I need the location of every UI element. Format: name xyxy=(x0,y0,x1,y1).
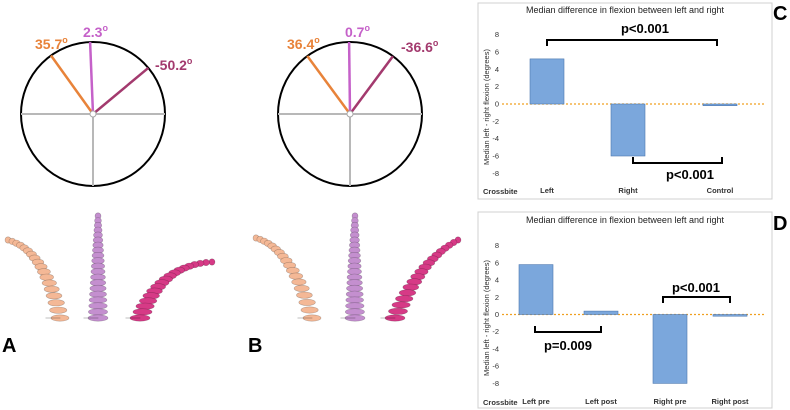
category-label: Left xyxy=(540,186,554,195)
y-tick-label: 0 xyxy=(495,310,499,319)
center-angle-label: 2.3o xyxy=(83,23,108,40)
x-axis-label: Crossbite xyxy=(483,398,518,407)
category-label: Left pre xyxy=(522,397,550,406)
dial-center-dot xyxy=(89,110,97,118)
y-tick-label: -2 xyxy=(492,117,499,126)
y-axis-label: Median left - right flexion (degrees) xyxy=(482,260,491,376)
p-value-annotation-top: p<0.001 xyxy=(621,21,669,36)
bar xyxy=(610,103,646,157)
right-angle-ray xyxy=(92,66,150,115)
y-tick-label: 4 xyxy=(495,65,499,74)
p-value-annotation-left: p=0.009 xyxy=(544,338,592,353)
dial-center-dot xyxy=(346,110,354,118)
center-angle-ray xyxy=(347,41,352,115)
y-tick-label: -2 xyxy=(492,327,499,336)
significance-bracket-bottom xyxy=(632,157,723,164)
chart-c: Median difference in flexion between lef… xyxy=(477,2,787,200)
bar xyxy=(712,314,748,317)
left-angle-label: 36.4o xyxy=(287,35,320,52)
spine-right-a xyxy=(125,258,216,322)
spine-right-b xyxy=(380,236,462,322)
y-axis-label: Median left - right flexion (degrees) xyxy=(482,49,491,165)
chart-title: Median difference in flexion between lef… xyxy=(526,5,724,15)
x-axis-label: Crossbite xyxy=(483,187,518,196)
category-label: Control xyxy=(707,186,734,195)
y-tick-label: 2 xyxy=(495,82,499,91)
bar xyxy=(702,103,738,107)
spine-center-a xyxy=(83,212,109,322)
p-value-annotation-bottom: p<0.001 xyxy=(666,167,714,182)
category-label: Right pre xyxy=(654,397,687,406)
chart-frame xyxy=(477,2,773,200)
bar xyxy=(583,310,619,315)
spine-illustrations xyxy=(4,212,462,322)
panel-label-c: C xyxy=(773,3,787,25)
y-tick-label: -4 xyxy=(492,134,499,143)
y-tick-label: -8 xyxy=(492,379,499,388)
y-tick-label: -8 xyxy=(492,169,499,178)
p-value-annotation-right: p<0.001 xyxy=(672,280,720,295)
spine-center-b xyxy=(340,212,366,322)
category-label: Left post xyxy=(585,397,617,406)
left-angle-label: 35.7o xyxy=(35,35,68,52)
significance-bracket-left xyxy=(534,326,602,333)
bar xyxy=(529,58,565,105)
left-angle-ray xyxy=(306,55,352,115)
y-tick-label: -4 xyxy=(492,344,499,353)
y-tick-label: 4 xyxy=(495,276,499,285)
center-angle-label: 0.7o xyxy=(345,23,370,40)
angle-dial-b: 36.4o 0.7o -36.6o xyxy=(277,23,439,187)
y-tick-label: 8 xyxy=(495,30,499,39)
bar xyxy=(652,314,688,384)
y-tick-label: -6 xyxy=(492,152,499,161)
right-angle-label: -50.2o xyxy=(155,56,193,73)
panel-label-d: D xyxy=(773,213,787,235)
y-tick-label: -6 xyxy=(492,362,499,371)
panel-label-a: A xyxy=(2,335,16,357)
y-tick-label: 6 xyxy=(495,48,499,57)
y-tick-label: 6 xyxy=(495,258,499,267)
significance-bracket-right xyxy=(662,296,731,303)
category-label: Right xyxy=(618,186,638,195)
y-tick-label: 0 xyxy=(495,100,499,109)
significance-bracket-top xyxy=(546,39,718,46)
y-tick-label: 2 xyxy=(495,293,499,302)
chart-d: Median difference in flexion between lef… xyxy=(477,211,787,409)
spine-left-b xyxy=(252,234,322,322)
center-angle-ray xyxy=(88,42,95,115)
right-angle-ray xyxy=(348,55,394,115)
y-tick-label: 8 xyxy=(495,241,499,250)
bar xyxy=(518,264,554,315)
spine-left-a xyxy=(4,236,70,322)
chart-title: Median difference in flexion between lef… xyxy=(526,215,724,225)
left-angle-ray xyxy=(49,54,95,115)
angle-dial-a: 35.7o 2.3o -50.2o xyxy=(20,23,193,187)
panel-label-b: B xyxy=(248,335,262,357)
right-angle-label: -36.6o xyxy=(401,38,439,55)
category-label: Right post xyxy=(711,397,749,406)
